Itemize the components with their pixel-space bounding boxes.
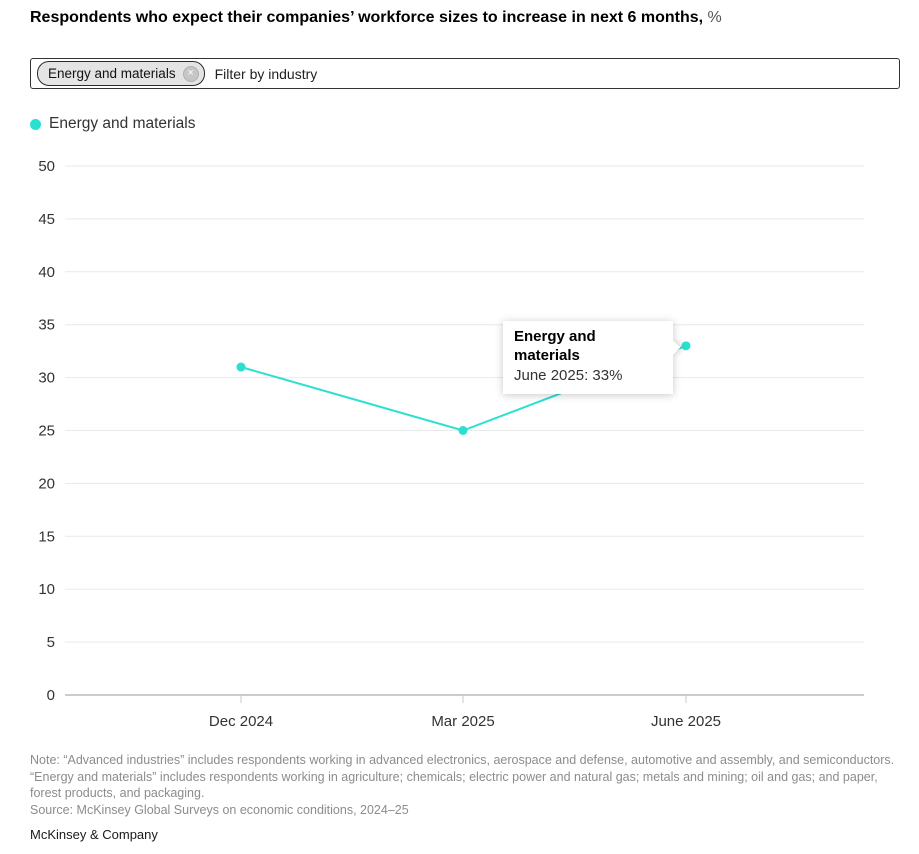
- y-axis-label: 25: [38, 423, 55, 440]
- tooltip-series-name: Energy and materials: [514, 328, 596, 364]
- source-text: Source: McKinsey Global Surveys on econo…: [30, 802, 409, 817]
- tooltip-value: June 2025: 33%: [514, 366, 623, 384]
- y-axis-label: 40: [38, 264, 55, 281]
- data-point[interactable]: [236, 362, 246, 372]
- y-axis-label: 10: [38, 581, 55, 598]
- y-axis-label: 30: [38, 370, 55, 387]
- mckinsey-brand-wordmark: McKinsey & Company: [30, 827, 158, 842]
- page-title: Respondents who expect their companies’ …: [30, 9, 722, 27]
- legend-item-energy-and-materials[interactable]: Energy and materials: [30, 115, 195, 133]
- selected-industry-tag-label: Energy and materials: [48, 66, 176, 81]
- line-chart: 0 5 10 15 20 25 30 35 40 45 50 Dec 2024 Mar 2025 June…: [0, 148, 919, 748]
- data-point-tooltip: Energy and materials June 2025: 33%: [503, 321, 681, 395]
- filter-input[interactable]: [212, 64, 893, 83]
- legend-dot-icon: [30, 118, 41, 130]
- remove-tag-icon[interactable]: ×: [182, 65, 199, 82]
- y-axis-label: 0: [47, 687, 55, 704]
- legend-label: Energy and materials: [49, 115, 196, 132]
- page-title-text: Respondents who expect their companies’ …: [30, 9, 704, 26]
- y-axis-label: 45: [38, 211, 55, 228]
- y-axis-label: 50: [38, 158, 55, 175]
- x-axis-label: Dec 2024: [209, 713, 273, 730]
- x-axis-label: June 2025: [651, 713, 721, 730]
- industry-filter-box[interactable]: Energy and materials ×: [30, 58, 900, 89]
- footnotes: Note: “Advanced industries” includes res…: [30, 752, 904, 818]
- y-axis-label: 20: [38, 475, 55, 492]
- data-point[interactable]: [681, 341, 691, 351]
- selected-industry-tag: Energy and materials ×: [37, 61, 205, 86]
- y-axis-label: 35: [38, 317, 55, 334]
- y-axis-label: 5: [47, 634, 55, 651]
- y-axis-label: 15: [38, 528, 55, 545]
- page-title-unit: %: [703, 9, 722, 26]
- x-axis-label: Mar 2025: [431, 713, 494, 730]
- chart-svg: 0 5 10 15 20 25 30 35 40 45 50 Dec 2024 Mar 2025 June…: [38, 158, 864, 730]
- data-point[interactable]: [458, 426, 468, 435]
- note-text: Note: “Advanced industries” includes res…: [30, 753, 895, 800]
